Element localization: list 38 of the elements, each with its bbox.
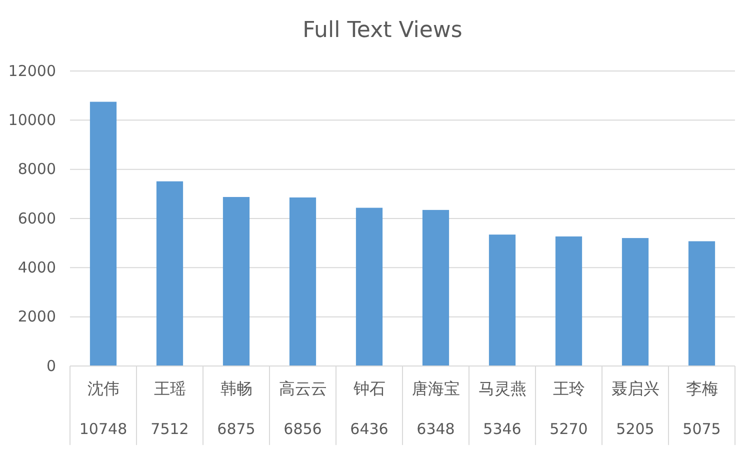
x-tick-label: 聂启兴 <box>611 379 660 398</box>
data-label: 5075 <box>682 420 721 438</box>
bar <box>90 102 117 366</box>
x-tick-label: 李梅 <box>686 379 718 398</box>
y-tick-label: 2000 <box>18 308 56 326</box>
bar <box>156 181 184 366</box>
bar <box>422 210 450 366</box>
data-label: 7512 <box>150 420 189 438</box>
data-label: 5346 <box>483 420 522 438</box>
data-label: 6348 <box>416 420 455 438</box>
x-tick-label: 韩畅 <box>220 379 252 398</box>
y-tick-label: 4000 <box>18 258 56 276</box>
x-tick-label: 唐海宝 <box>412 379 460 398</box>
y-tick-label: 6000 <box>18 209 56 228</box>
y-tick-label: 12000 <box>8 62 56 80</box>
x-tick-label: 沈伟 <box>87 379 120 398</box>
chart-title: Full Text Views <box>302 18 462 43</box>
bar <box>222 196 250 366</box>
y-tick-label: 8000 <box>18 160 56 178</box>
bar <box>289 197 316 366</box>
data-label: 5205 <box>616 420 654 438</box>
y-tick-label: 0 <box>46 356 56 375</box>
data-label: 6875 <box>217 420 256 438</box>
x-tick-label: 王玲 <box>552 379 585 398</box>
bar <box>356 208 383 366</box>
bar <box>622 238 649 366</box>
x-tick-label: 高云云 <box>278 379 327 398</box>
data-label: 5270 <box>550 420 588 438</box>
data-label: 6436 <box>350 420 388 438</box>
x-tick-label: 钟石 <box>352 379 386 398</box>
x-tick-label: 马灵燕 <box>478 379 526 398</box>
bar <box>555 236 582 366</box>
data-label: 10748 <box>79 420 128 438</box>
x-tick-label: 王瑶 <box>154 379 186 398</box>
bar <box>688 241 716 366</box>
bar <box>488 234 516 366</box>
y-tick-label: 10000 <box>8 110 56 129</box>
data-label: 6856 <box>284 420 322 438</box>
